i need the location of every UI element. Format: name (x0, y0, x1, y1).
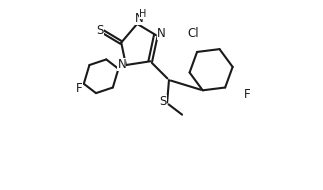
Text: Cl: Cl (188, 27, 199, 40)
Text: F: F (244, 89, 250, 101)
Text: S: S (97, 24, 104, 37)
Text: N: N (157, 27, 165, 40)
Text: N: N (135, 12, 144, 25)
Text: N: N (118, 58, 126, 71)
Text: F: F (76, 82, 83, 95)
Text: H: H (139, 10, 146, 20)
Text: S: S (160, 95, 167, 108)
